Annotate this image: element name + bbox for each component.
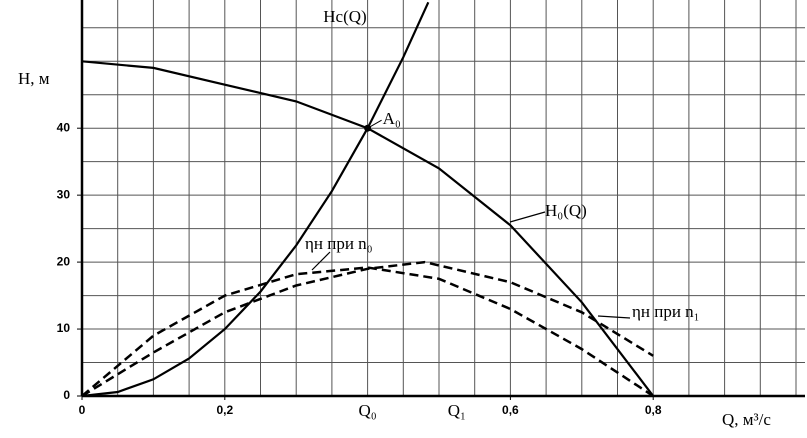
series-label: ηн при n₁ (632, 302, 700, 321)
label-leader (311, 251, 331, 271)
y-tick-label: 40 (57, 120, 71, 134)
series-label: ηн при n₀ (305, 234, 373, 253)
y-axis-label: H, м (18, 69, 50, 88)
x-tick-label: 0,6 (502, 403, 519, 417)
y-tick-label: 30 (57, 187, 71, 201)
series-line (82, 1, 430, 396)
label-leader (597, 315, 631, 319)
x-tick-label: 0,2 (216, 403, 233, 417)
x-tick-label: 0,8 (645, 403, 662, 417)
label-leader (509, 211, 546, 223)
x-axis-label: Q, м³/с (722, 410, 771, 429)
series-line (82, 260, 654, 396)
series-label: H₀(Q) (545, 201, 587, 220)
point-leader (367, 119, 382, 129)
series-line (82, 266, 654, 396)
point-label: A₀ (383, 109, 401, 128)
series-label: Hc(Q) (323, 7, 366, 26)
x-tick-label: 0 (79, 403, 86, 417)
y-tick-label: 20 (57, 254, 71, 268)
y-tick-label: 0 (63, 388, 70, 402)
y-tick-label: 10 (57, 321, 71, 335)
x-marker-label: Q₀ (358, 401, 376, 420)
x-marker-label: Q₁ (448, 401, 466, 420)
